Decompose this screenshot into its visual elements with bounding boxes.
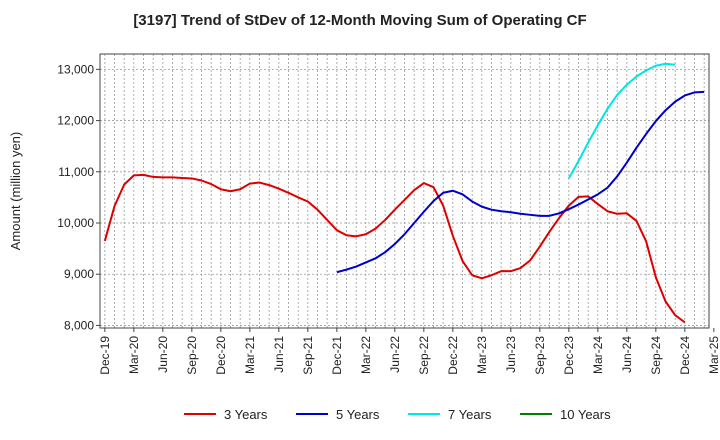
- x-tick-label: Jun-23: [504, 336, 518, 373]
- grid-lines: [100, 54, 709, 328]
- y-tick-label: 11,000: [58, 165, 94, 179]
- series-layer: [103, 62, 705, 324]
- x-tick-label: Dec-22: [446, 336, 460, 375]
- x-tick-label: Dec-21: [330, 336, 344, 375]
- x-tick-label: Mar-21: [243, 336, 257, 374]
- x-tick-label: Mar-24: [591, 336, 605, 374]
- x-tick-label: Mar-25: [707, 336, 720, 374]
- x-tick-label: Dec-24: [678, 336, 692, 375]
- x-tick-label: Dec-20: [214, 336, 228, 375]
- x-tick-label: Jun-21: [272, 336, 286, 373]
- series-line-7-years: [567, 62, 676, 179]
- y-tick-label: 10,000: [57, 216, 94, 230]
- y-tick-label: 13,000: [57, 62, 94, 76]
- x-tick-label: Jun-22: [388, 336, 402, 373]
- x-tick-label: Dec-23: [562, 336, 576, 375]
- x-axis: Dec-19 Mar-20 Jun-20 Sep-20 Dec-20 Mar-21 Jun-…: [98, 328, 720, 375]
- x-tick-label: Jun-24: [620, 336, 634, 373]
- series-line-3-years: [103, 173, 686, 324]
- legend-label-5-years: 5 Years: [336, 407, 380, 422]
- x-tick-label: Mar-22: [359, 336, 373, 374]
- y-tick-label: 9,000: [64, 267, 94, 281]
- x-tick-label: Mar-23: [475, 336, 489, 374]
- x-tick-label: Dec-19: [98, 336, 112, 375]
- x-tick-label: Sep-23: [533, 336, 547, 375]
- series-line-5-years: [336, 90, 705, 274]
- x-tick-label: Mar-20: [127, 336, 141, 374]
- y-tick-label: 8,000: [64, 318, 94, 332]
- legend-label-7-years: 7 Years: [448, 407, 492, 422]
- plot-frame: [99, 53, 710, 329]
- chart-title: [3197] Trend of StDev of 12-Month Moving…: [133, 12, 587, 29]
- x-tick-label: Sep-24: [649, 336, 663, 375]
- legend: 3 Years 5 Years 7 Years 10 Years: [184, 407, 611, 422]
- x-tick-label: Sep-22: [417, 336, 431, 375]
- x-tick-label: Jun-20: [156, 336, 170, 373]
- y-axis: 8,000 9,000 10,000 11,000 12,000 13,000: [57, 62, 100, 332]
- x-tick-label: Sep-21: [301, 336, 315, 375]
- y-axis-label: Amount (million yen): [8, 132, 23, 251]
- y-tick-label: 12,000: [57, 114, 94, 128]
- x-tick-label: Sep-20: [185, 336, 199, 375]
- legend-label-3-years: 3 Years: [224, 407, 268, 422]
- legend-label-10-years: 10 Years: [560, 407, 611, 422]
